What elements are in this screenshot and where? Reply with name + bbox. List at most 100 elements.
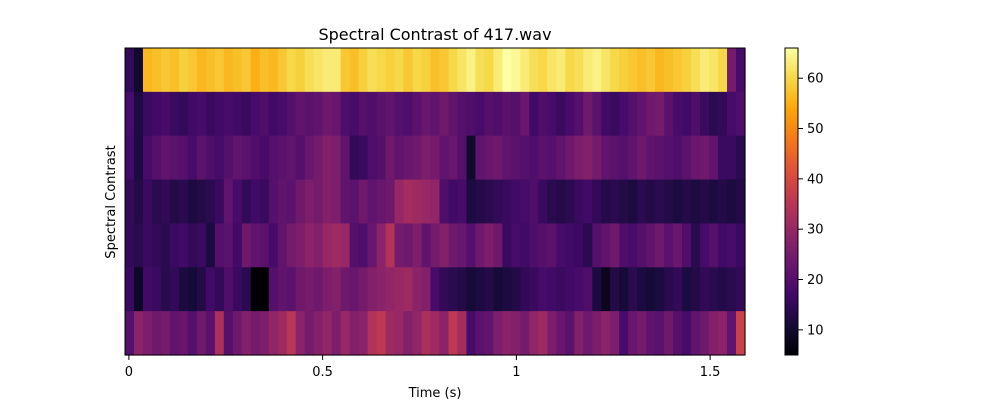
heatmap-cell: [502, 223, 512, 268]
heatmap-cell: [349, 135, 360, 181]
heatmap-cell: [592, 311, 602, 356]
heatmap-cell: [493, 91, 503, 137]
heatmap-cell: [340, 179, 351, 225]
heatmap-cell: [637, 311, 647, 356]
heatmap-cell: [700, 48, 710, 93]
heatmap-cell: [673, 179, 683, 225]
heatmap-cell: [331, 91, 342, 137]
heatmap-cell: [430, 179, 441, 225]
heatmap-cell: [125, 267, 135, 312]
heatmap-cell: [160, 223, 171, 268]
heatmap-cell: [367, 223, 378, 268]
heatmap-cell: [529, 311, 539, 356]
heatmap-cell: [610, 223, 620, 268]
heatmap-cell: [125, 135, 135, 181]
heatmap-cell: [367, 179, 378, 225]
heatmap-cell: [430, 135, 441, 181]
heatmap-cell: [232, 48, 243, 93]
heatmap-cell: [709, 48, 719, 93]
heatmap-cell: [376, 48, 387, 93]
heatmap-cell: [538, 91, 548, 137]
heatmap-cell: [475, 91, 486, 137]
heatmap-cell: [466, 223, 477, 268]
heatmap-cell: [223, 135, 234, 181]
heatmap-cell: [412, 311, 423, 356]
heatmap-cell: [520, 48, 530, 93]
heatmap-cell: [502, 267, 512, 312]
heatmap-cell: [700, 135, 710, 181]
heatmap-cell: [250, 223, 261, 268]
heatmap-cell: [394, 179, 405, 225]
heatmap-cell: [196, 223, 207, 268]
heatmap-cell: [610, 311, 620, 356]
heatmap-cell: [601, 311, 611, 356]
heatmap-cell: [358, 135, 369, 181]
heatmap-cell: [241, 311, 252, 356]
heatmap-cell: [304, 135, 315, 181]
heatmap-cell: [133, 48, 144, 93]
heatmap-cell: [448, 267, 459, 312]
heatmap-cell: [556, 311, 566, 356]
heatmap-cell: [475, 135, 486, 181]
heatmap-cell: [295, 311, 306, 356]
heatmap-cell: [286, 223, 297, 268]
heatmap-cell: [619, 267, 629, 312]
heatmap-cell: [457, 223, 468, 268]
heatmap-cell: [223, 223, 234, 268]
heatmap-cell: [628, 311, 638, 356]
heatmap-cell: [511, 48, 521, 93]
heatmap-cell: [205, 267, 216, 312]
heatmap-cell: [430, 48, 441, 93]
heatmap-cell: [457, 267, 468, 312]
heatmap-cell: [160, 267, 171, 312]
heatmap-cell: [412, 267, 423, 312]
heatmap-cell: [448, 179, 459, 225]
heatmap-cell: [466, 135, 477, 181]
heatmap-cell: [250, 91, 261, 137]
heatmap-cell: [205, 135, 216, 181]
heatmap-cell: [493, 223, 503, 268]
heatmap-cell: [412, 223, 423, 268]
heatmap-cell: [736, 311, 746, 356]
heatmap-cell: [637, 267, 647, 312]
heatmap-cell: [601, 267, 611, 312]
heatmap-cell: [664, 48, 674, 93]
heatmap-cell: [430, 311, 441, 356]
heatmap-cell: [385, 48, 396, 93]
heatmap-cell: [196, 135, 207, 181]
heatmap-cell: [421, 135, 432, 181]
x-tick-label: 1.5: [700, 365, 721, 380]
heatmap-cell: [628, 223, 638, 268]
heatmap-cell: [358, 267, 369, 312]
heatmap-cell: [493, 311, 503, 356]
heatmap-cell: [268, 135, 279, 181]
heatmap-cell: [538, 311, 548, 356]
heatmap-cell: [565, 135, 575, 181]
heatmap-cell: [646, 179, 656, 225]
heatmap-cell: [691, 179, 701, 225]
heatmap-cell: [691, 223, 701, 268]
heatmap-cell: [313, 135, 324, 181]
heatmap-cell: [574, 135, 584, 181]
heatmap-cell: [358, 311, 369, 356]
heatmap-cell: [394, 223, 405, 268]
heatmap-cell: [376, 179, 387, 225]
heatmap-cell: [385, 179, 396, 225]
heatmap-cell: [133, 179, 144, 225]
heatmap-cell: [232, 311, 243, 356]
heatmap-cell: [466, 91, 477, 137]
heatmap-cell: [610, 135, 620, 181]
heatmap-cell: [718, 223, 728, 268]
heatmap-cell: [232, 135, 243, 181]
heatmap-cell: [628, 267, 638, 312]
heatmap-cell: [475, 223, 486, 268]
heatmap-cell: [223, 48, 234, 93]
heatmap-cell: [484, 267, 495, 312]
heatmap-cell: [547, 91, 557, 137]
heatmap-cell: [475, 267, 486, 312]
heatmap-cell: [700, 91, 710, 137]
heatmap-cell: [286, 267, 297, 312]
heatmap-cell: [565, 91, 575, 137]
heatmap-cell: [331, 223, 342, 268]
